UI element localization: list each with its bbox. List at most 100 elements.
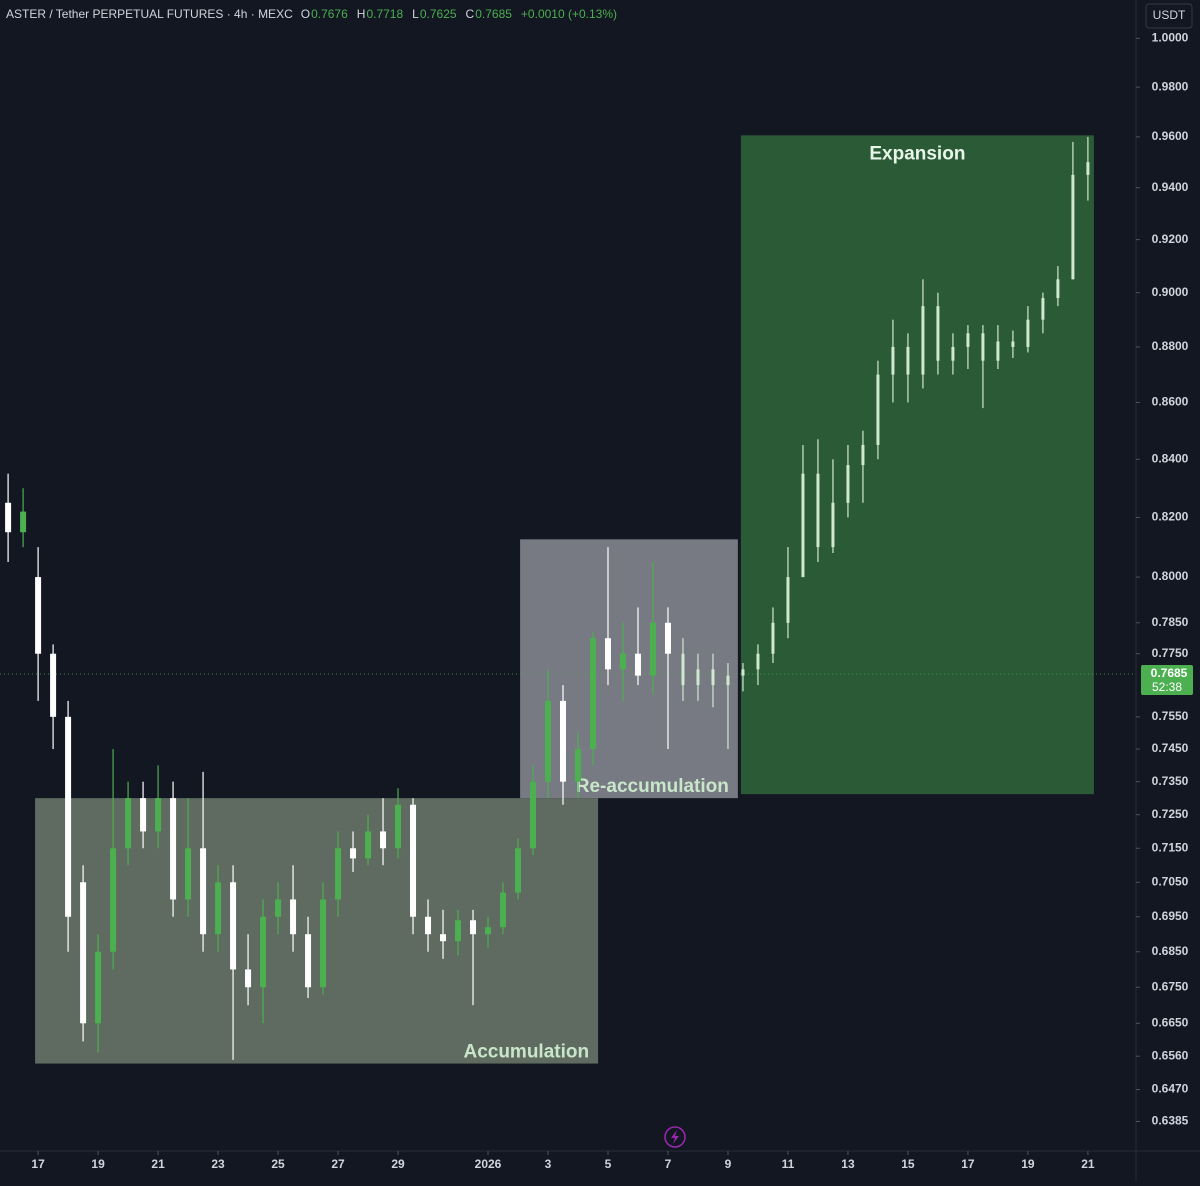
- y-tick-label: 0.9200: [1152, 232, 1189, 246]
- last-price-label: 0.7685: [1151, 666, 1188, 680]
- candle-body: [906, 346, 910, 375]
- candle-body: [65, 716, 72, 917]
- candle-body: [649, 622, 656, 676]
- candle-body: [574, 749, 581, 782]
- last-price-tag: [1141, 665, 1193, 696]
- price-change: +0.0010 (+0.13%): [521, 7, 617, 21]
- candle-body: [185, 848, 192, 900]
- x-tick-label: 13: [841, 1157, 855, 1171]
- currency: USDT: [1153, 8, 1186, 22]
- x-tick-label: 29: [391, 1157, 405, 1171]
- candle-body: [921, 306, 925, 375]
- ohlc-value: 0.7625: [420, 7, 457, 21]
- candle-body: [140, 798, 147, 832]
- plot-area: Accumulation Re-accumulation Expansion: [0, 135, 1135, 1064]
- candle-body: [1041, 298, 1045, 320]
- lightning-glyph: [671, 1130, 679, 1144]
- y-tick-label: 0.9000: [1152, 285, 1189, 299]
- candle-body: [619, 653, 626, 670]
- y-tick-label: 0.7750: [1152, 646, 1189, 660]
- zone-label: Expansion: [869, 143, 965, 164]
- y-tick-label: 0.6650: [1152, 1015, 1189, 1029]
- zone: [740, 135, 1094, 795]
- y-tick-label: 0.6385: [1152, 1114, 1189, 1128]
- x-tick-label: 11: [782, 1157, 795, 1171]
- zone: [35, 798, 599, 1064]
- candle-body: [380, 831, 387, 849]
- candle-body: [230, 882, 237, 970]
- candle-body: [530, 781, 537, 849]
- x-tick-label: 21: [1081, 1157, 1095, 1171]
- x-tick-label: 25: [271, 1157, 285, 1171]
- candle-body: [455, 920, 462, 942]
- candle-body: [891, 346, 895, 375]
- x-tick-label: 3: [545, 1157, 552, 1171]
- y-tick-label: 0.8600: [1152, 395, 1189, 409]
- candle-body: [1056, 279, 1060, 299]
- candle-body: [5, 502, 12, 533]
- candle-body: [245, 969, 252, 988]
- candle-body: [786, 577, 790, 623]
- ohlc-value: 0.7685: [475, 7, 512, 21]
- candle-body: [515, 848, 522, 893]
- candle-body: [634, 653, 641, 676]
- x-tick-label: 21: [151, 1157, 165, 1171]
- candle-body: [741, 669, 745, 676]
- candle-body: [560, 700, 567, 782]
- candle-body: [305, 934, 312, 988]
- candle-body: [771, 622, 775, 654]
- x-tick-label: 19: [1021, 1157, 1035, 1171]
- candle-body: [470, 920, 477, 935]
- y-tick-label: 0.7250: [1152, 807, 1189, 821]
- zone: [520, 539, 738, 799]
- ohlc-label: O: [301, 7, 310, 21]
- x-tick-label: 27: [331, 1157, 345, 1171]
- y-tick-label: 0.9600: [1152, 129, 1189, 143]
- candle-body: [290, 899, 297, 935]
- candle-body: [1011, 341, 1015, 347]
- candle-body: [125, 798, 132, 849]
- ohlc-label: L: [412, 7, 419, 21]
- candle-body: [275, 899, 282, 917]
- candle-body: [335, 848, 342, 900]
- candle-body: [425, 916, 432, 935]
- candle-body: [876, 374, 880, 445]
- candle-body: [951, 346, 955, 361]
- candle-body: [801, 473, 805, 578]
- candle-body: [604, 638, 611, 670]
- x-tick-label: 15: [901, 1157, 915, 1171]
- y-tick-label: 0.7050: [1152, 874, 1189, 888]
- candle-body: [35, 577, 42, 654]
- candle-body: [589, 638, 596, 750]
- candle-body: [50, 653, 57, 717]
- candle-body: [756, 653, 760, 670]
- y-tick-label: 0.8000: [1152, 569, 1189, 583]
- y-tick-label: 0.9800: [1152, 79, 1189, 93]
- currency-box[interactable]: [1145, 3, 1193, 29]
- y-tick-label: 0.7450: [1152, 741, 1189, 755]
- candle-body: [440, 934, 447, 942]
- x-tick-label: 9: [725, 1157, 732, 1171]
- candle-body: [726, 675, 730, 686]
- y-tick-label: 0.6470: [1152, 1082, 1189, 1096]
- candle-body: [966, 333, 970, 347]
- y-tick-label: 0.6850: [1152, 944, 1189, 958]
- candle-body: [215, 882, 222, 935]
- candle-body: [500, 892, 507, 928]
- x-tick-label: 17: [961, 1157, 975, 1171]
- countdown: 52:38: [1152, 680, 1182, 694]
- candle-body: [170, 798, 177, 900]
- candle-body: [320, 899, 327, 988]
- y-tick-label: 0.6750: [1152, 979, 1189, 993]
- x-tick-label: 23: [211, 1157, 225, 1171]
- y-tick-label: 0.7350: [1152, 774, 1189, 788]
- candle-body: [1071, 174, 1075, 280]
- lightning-icon[interactable]: [664, 1126, 686, 1148]
- candle-body: [365, 831, 372, 859]
- candle-body: [681, 653, 685, 686]
- candle-body: [846, 465, 850, 503]
- y-tick-label: 0.8200: [1152, 510, 1189, 524]
- y-tick-label: 0.6950: [1152, 909, 1189, 923]
- ohlc-value: 0.7676: [311, 7, 348, 21]
